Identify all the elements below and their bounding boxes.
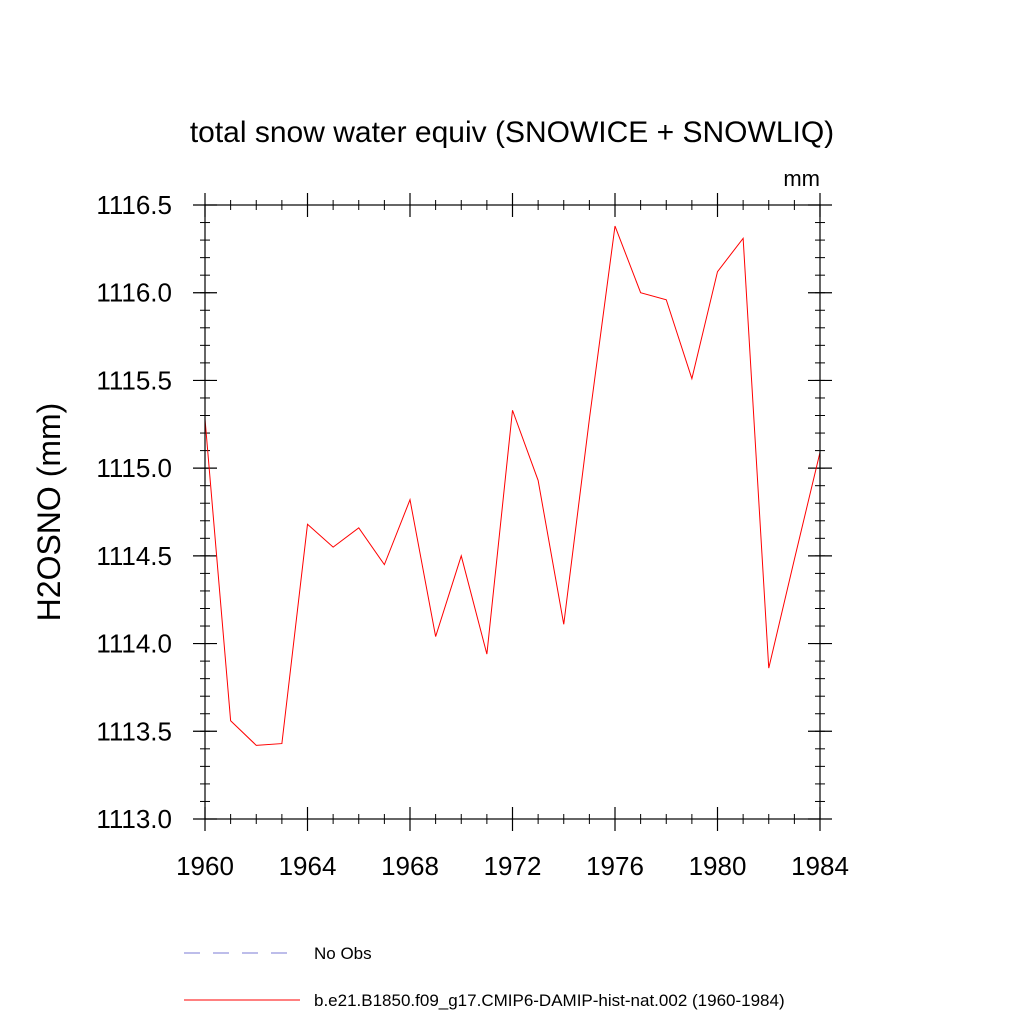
chart-title: total snow water equiv (SNOWICE + SNOWLI… (190, 116, 834, 149)
y-tick-label: 1115.0 (96, 453, 172, 483)
y-tick-labels: 1113.0 1113.5 1114.0 1114.5 1115.0 1115.5 1116… (96, 190, 172, 834)
legend-label: No Obs (314, 944, 372, 963)
x-tick-label: 1964 (279, 851, 337, 881)
y-tick-label: 1114.0 (96, 629, 172, 659)
x-tick-label: 1972 (484, 851, 542, 881)
y-tick-label: 1116.0 (96, 278, 172, 308)
x-tick-labels: 1960 1964 1968 1972 1976 1980 1984 (176, 851, 849, 881)
x-tick-label: 1976 (586, 851, 644, 881)
y-tick-label: 1113.5 (96, 716, 172, 746)
series-line (204, 225, 821, 746)
x-tick-label: 1980 (689, 851, 747, 881)
plot-frame (204, 204, 821, 820)
y-tick-label: 1114.5 (96, 541, 172, 571)
major-ticks (193, 193, 832, 831)
y-tick-label: 1113.0 (96, 804, 172, 834)
y-axis-label: H2OSNO (mm) (31, 403, 67, 622)
units-label: mm (783, 166, 820, 191)
minor-ticks (200, 200, 825, 824)
y-tick-label: 1115.5 (96, 365, 172, 395)
x-tick-label: 1984 (791, 851, 849, 881)
y-tick-label: 1116.5 (96, 190, 172, 220)
legend: No Obs b.e21.B1850.f09_g17.CMIP6-DAMIP-hi… (184, 944, 785, 1010)
x-tick-label: 1960 (176, 851, 234, 881)
x-tick-label: 1968 (381, 851, 439, 881)
series-group (204, 225, 821, 746)
legend-label: b.e21.B1850.f09_g17.CMIP6-DAMIP-hist-nat… (314, 991, 785, 1010)
